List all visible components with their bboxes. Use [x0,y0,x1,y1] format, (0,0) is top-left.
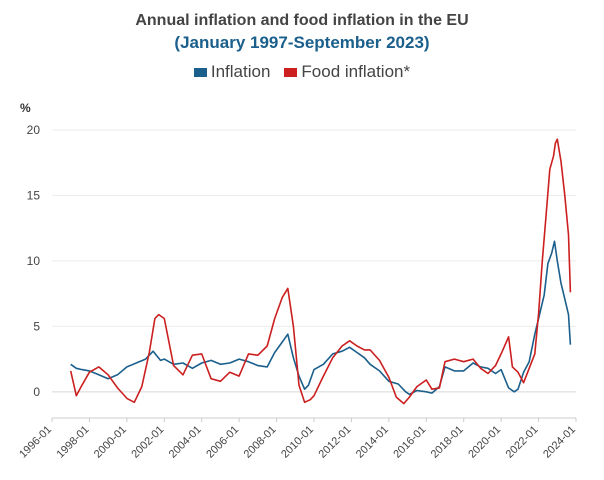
y-tick-label-4: 20 [27,123,41,137]
y-axis-label: % [20,101,31,115]
x-tick-label-14: 2024-01 [541,424,578,461]
x-tick-label-10: 2016-01 [391,424,428,461]
x-tick-label-0: 1996-01 [17,424,54,461]
x-tick-label-13: 2022-01 [504,424,541,461]
legend-item-inflation[interactable]: Inflation [193,62,271,82]
x-tick-label-11: 2018-01 [429,424,466,461]
legend-label-inflation: Inflation [210,62,271,81]
series-line-food-inflation [69,138,572,405]
x-tick-label-1: 1998-01 [55,424,92,461]
legend-label-food-inflation: Food inflation* [301,62,411,81]
x-tick-label-12: 2020-01 [466,424,503,461]
chart-legend: Inflation Food inflation* [0,62,604,82]
y-tick-label-2: 10 [27,254,41,268]
chart-title: Annual inflation and food inflation in t… [135,12,469,29]
legend-item-food-inflation[interactable]: Food inflation* [284,62,410,82]
y-tick-label-3: 15 [27,188,41,202]
series-line-inflation [70,240,572,396]
x-tick-label-6: 2008-01 [242,424,279,461]
y-tick-label-0: 0 [33,385,40,399]
x-tick-label-7: 2010-01 [279,424,316,461]
legend-swatch-food-inflation [284,67,298,77]
x-tick-label-2: 2000-01 [92,424,129,461]
x-tick-label-4: 2004-01 [167,424,204,461]
x-tick-label-9: 2014-01 [354,424,391,461]
x-tick-label-8: 2012-01 [317,424,354,461]
chart-subtitle: (January 1997-September 2023) [174,33,430,52]
y-tick-label-1: 5 [33,319,40,333]
legend-swatch-inflation [193,67,207,77]
x-tick-label-3: 2002-01 [129,424,166,461]
x-tick-label-5: 2006-01 [204,424,241,461]
